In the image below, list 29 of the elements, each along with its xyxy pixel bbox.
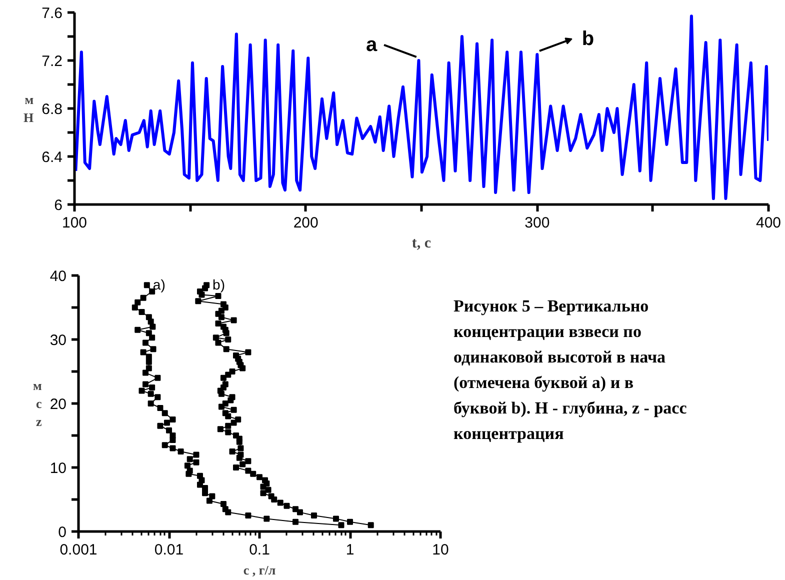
annotation: a) [152, 276, 166, 292]
y-tick-label: 6.4 [42, 149, 63, 166]
y-tick-label: 30 [50, 332, 67, 349]
y-tick-label: 20 [50, 396, 67, 413]
y-tick-label: 6.8 [42, 101, 63, 118]
x-tick-label: 300 [524, 214, 550, 232]
x-tick-label: 200 [293, 214, 318, 232]
annotation: b) [212, 276, 226, 292]
x-tick-label: 100 [62, 214, 88, 232]
y-tick-label: 7.2 [42, 53, 63, 70]
y-tick-label: 7.6 [42, 5, 63, 22]
annotation: b [582, 28, 594, 50]
annotation: a [366, 34, 378, 56]
y-tick-label: 10 [50, 460, 67, 477]
x-tick-label: 0.01 [154, 542, 184, 558]
y-axis-title: м с z [32, 378, 42, 429]
y-tick-label: 0 [58, 524, 66, 541]
x-axis-title: t, c [412, 236, 432, 252]
x-tick-label: 1 [346, 542, 354, 558]
x-tick-label: 0.1 [249, 542, 270, 558]
y-tick-label: 40 [50, 268, 67, 285]
y-tick-label: 6 [54, 197, 62, 214]
x-tick-label: 10 [432, 542, 449, 558]
x-tick-label: 0.001 [60, 542, 98, 558]
y-axis-title: м H [24, 92, 34, 125]
line-series [74, 14, 768, 200]
text: Рисунок 5 – Вертикально концентрации взвеси по одинаковой высотой в нача (отмечена буквой a) и в буквой b). H - глубина, z - расс концентрация [454, 296, 688, 443]
x-axis-title: c , г/л [243, 562, 276, 578]
x-tick-label: 400 [756, 214, 782, 232]
